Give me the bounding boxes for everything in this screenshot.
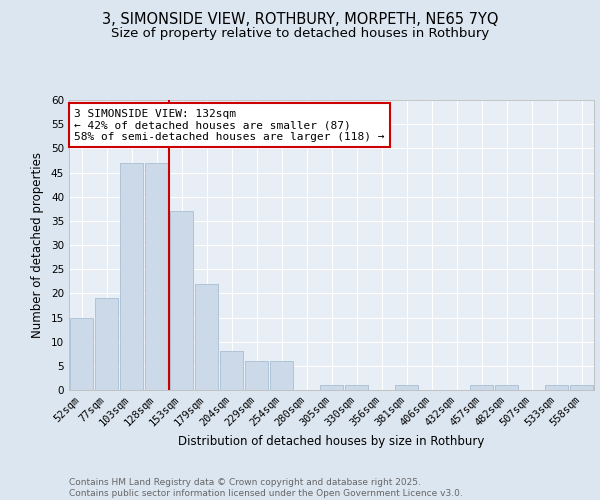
Bar (95, 298, 118, 390)
Bar (569, 385, 593, 390)
Bar (170, 211, 193, 390)
Bar (70, 318, 94, 390)
Bar (220, 352, 244, 390)
Text: Contains HM Land Registry data © Crown copyright and database right 2025.
Contai: Contains HM Land Registry data © Crown c… (69, 478, 463, 498)
Bar (470, 385, 493, 390)
Bar (194, 284, 218, 390)
Bar (494, 385, 518, 390)
Bar (395, 385, 418, 390)
Bar (145, 163, 169, 390)
Bar (269, 361, 293, 390)
Y-axis label: Number of detached properties: Number of detached properties (31, 152, 44, 338)
X-axis label: Distribution of detached houses by size in Rothbury: Distribution of detached houses by size … (178, 436, 485, 448)
Text: Size of property relative to detached houses in Rothbury: Size of property relative to detached ho… (111, 28, 489, 40)
Bar (320, 385, 343, 390)
Text: 3 SIMONSIDE VIEW: 132sqm
← 42% of detached houses are smaller (87)
58% of semi-d: 3 SIMONSIDE VIEW: 132sqm ← 42% of detach… (74, 108, 385, 142)
Bar (344, 385, 368, 390)
Bar (245, 361, 268, 390)
Text: 3, SIMONSIDE VIEW, ROTHBURY, MORPETH, NE65 7YQ: 3, SIMONSIDE VIEW, ROTHBURY, MORPETH, NE… (102, 12, 498, 28)
Bar (545, 385, 568, 390)
Bar (119, 163, 143, 390)
